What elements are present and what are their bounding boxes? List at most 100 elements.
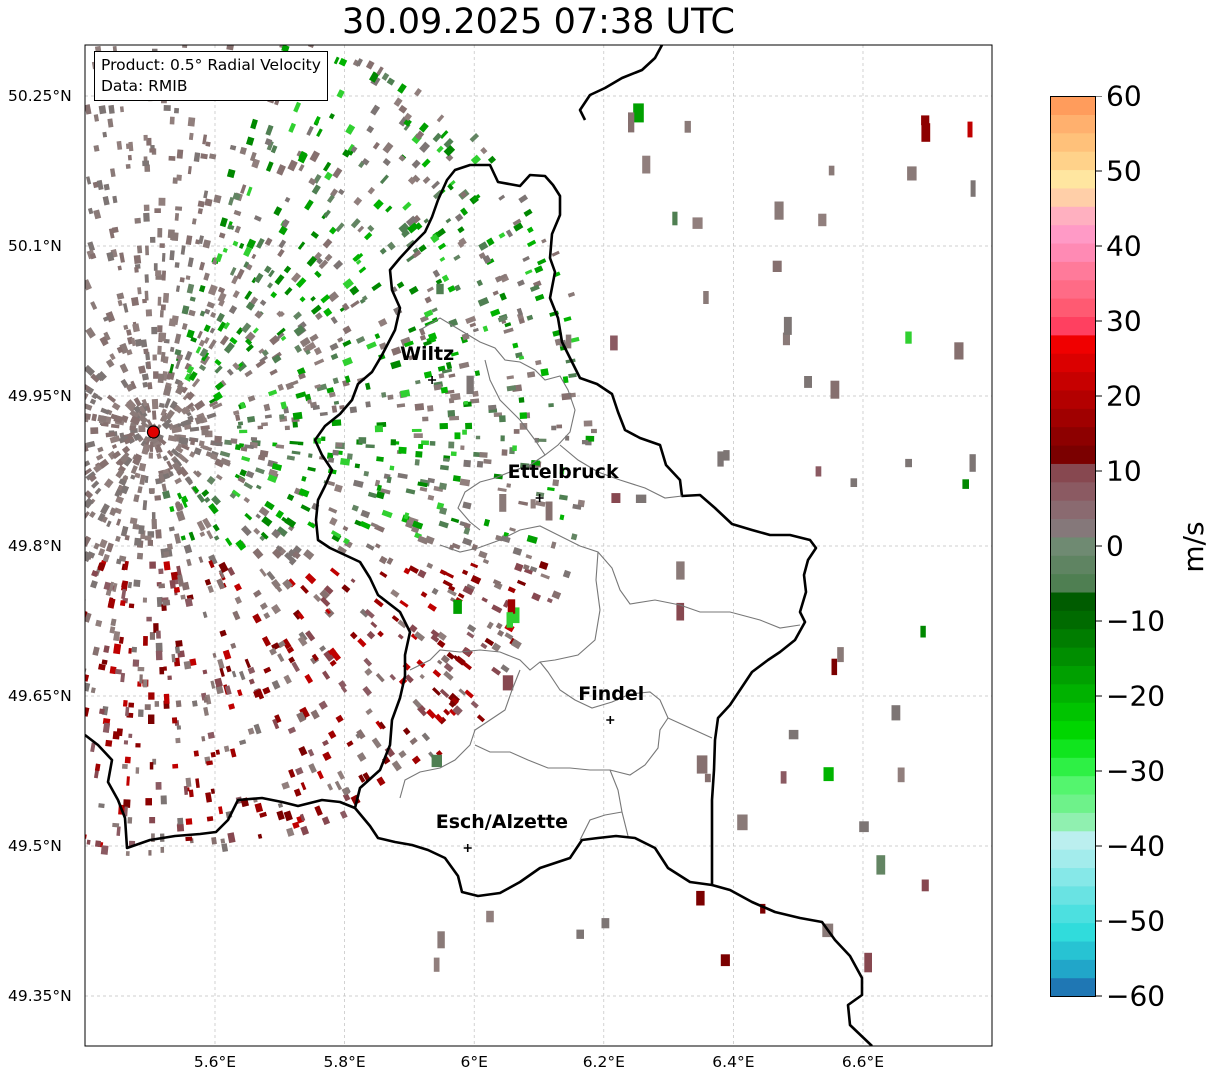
echo-pixel: [518, 397, 525, 403]
echo-pixel: [374, 425, 384, 433]
echo-pixel: [290, 380, 299, 386]
echo-pixel: [121, 445, 131, 454]
echo-pixel: [438, 520, 449, 529]
echo-pixel: [421, 732, 431, 742]
echo-pixel: [146, 419, 154, 428]
echo-pixel: [141, 398, 148, 407]
colorbar-segment: [1050, 683, 1096, 703]
echo-pixel: [432, 687, 441, 696]
echo-pixel: [365, 444, 375, 449]
echo-pixel: [430, 233, 440, 244]
echo-pixel: [610, 335, 618, 351]
echo-pixel: [255, 484, 262, 490]
echo-pixel: [132, 412, 139, 418]
echo-pixel: [358, 774, 366, 783]
echo-pixel: [227, 832, 236, 844]
echo-pixel: [454, 284, 461, 292]
echo-pixel: [364, 608, 375, 619]
colorbar-segment: [1050, 959, 1096, 979]
echo-pixel: [471, 193, 481, 202]
echo-pixel: [320, 596, 331, 607]
echo-pixel: [157, 228, 163, 238]
echo-pixel: [270, 291, 278, 299]
colorbar-segment: [1050, 187, 1096, 207]
echo-pixel: [552, 479, 560, 487]
echo-pixel: [303, 549, 315, 561]
echo-pixel: [464, 689, 474, 699]
echo-pixel: [411, 159, 421, 169]
echo-pixel: [234, 225, 241, 234]
echo-pixel: [460, 207, 469, 216]
echo-pixel: [490, 308, 501, 317]
echo-pixel: [503, 327, 514, 334]
echo-pixel: [199, 347, 209, 358]
echo-pixel: [126, 776, 130, 786]
echo-pixel: [398, 154, 406, 162]
city-marker: [535, 494, 544, 502]
echo-pixel: [356, 729, 366, 740]
echo-pixel: [293, 101, 302, 113]
echo-pixel: [559, 467, 565, 475]
echo-pixel: [286, 646, 295, 654]
lon-tick-label: 6.6°E: [841, 1053, 885, 1071]
echo-pixel: [449, 415, 460, 421]
echo-pixel: [283, 265, 292, 274]
echo-pixel: [497, 315, 508, 323]
echo-pixel: [446, 651, 455, 660]
echo-pixel: [166, 449, 174, 457]
echo-pixel: [231, 489, 241, 498]
echo-pixel: [258, 506, 270, 517]
echo-pixel: [223, 745, 230, 753]
echo-pixel: [90, 301, 98, 311]
echo-pixel: [417, 569, 427, 579]
echo-pixel: [110, 423, 120, 429]
echo-pixel: [157, 296, 162, 306]
echo-pixel: [495, 622, 503, 630]
echo-pixel: [828, 165, 835, 176]
echo-pixel: [136, 245, 143, 254]
echo-pixel: [353, 196, 363, 206]
echo-pixel: [278, 239, 287, 249]
echo-pixel: [130, 465, 138, 475]
echo-pixel: [389, 465, 395, 471]
echo-pixel: [109, 509, 117, 517]
echo-pixel: [222, 247, 228, 253]
echo-pixel: [329, 342, 339, 351]
echo-pixel: [191, 700, 198, 707]
echo-pixel: [286, 493, 295, 501]
echo-pixel: [385, 205, 393, 213]
echo-pixel: [162, 292, 170, 303]
echo-pixel: [174, 349, 182, 356]
echo-pixel: [264, 414, 272, 419]
echo-pixel: [418, 443, 424, 450]
echo-pixel: [239, 739, 247, 746]
echo-pixel: [201, 489, 210, 498]
echo-pixel: [328, 507, 338, 514]
echo-pixel: [123, 324, 129, 330]
echo-pixel: [174, 646, 181, 654]
echo-pixel: [905, 458, 912, 468]
echo-pixel: [181, 305, 190, 315]
echo-pixel: [153, 371, 159, 379]
echo-pixel: [235, 361, 247, 372]
echo-pixel: [328, 391, 336, 398]
echo-pixel: [448, 373, 456, 378]
echo-pixel: [382, 142, 394, 154]
echo-pixel: [153, 263, 158, 271]
echo-pixel: [189, 426, 200, 432]
echo-pixel: [373, 598, 384, 608]
echo-pixel: [338, 680, 347, 689]
colorbar-tick-label: 60: [1106, 79, 1142, 113]
echo-pixel: [249, 151, 257, 162]
colorbar-tick-label: 30: [1106, 304, 1142, 338]
echo-pixel: [314, 270, 322, 278]
echo-pixel: [264, 138, 273, 146]
echo-pixel: [194, 415, 205, 425]
colorbar-segment: [1050, 96, 1096, 115]
echo-pixel: [529, 284, 540, 292]
echo-pixel: [466, 631, 475, 639]
echo-pixel: [203, 336, 210, 344]
echo-pixel: [458, 361, 470, 369]
echo-pixel: [427, 405, 434, 412]
echo-pixel: [257, 833, 263, 839]
